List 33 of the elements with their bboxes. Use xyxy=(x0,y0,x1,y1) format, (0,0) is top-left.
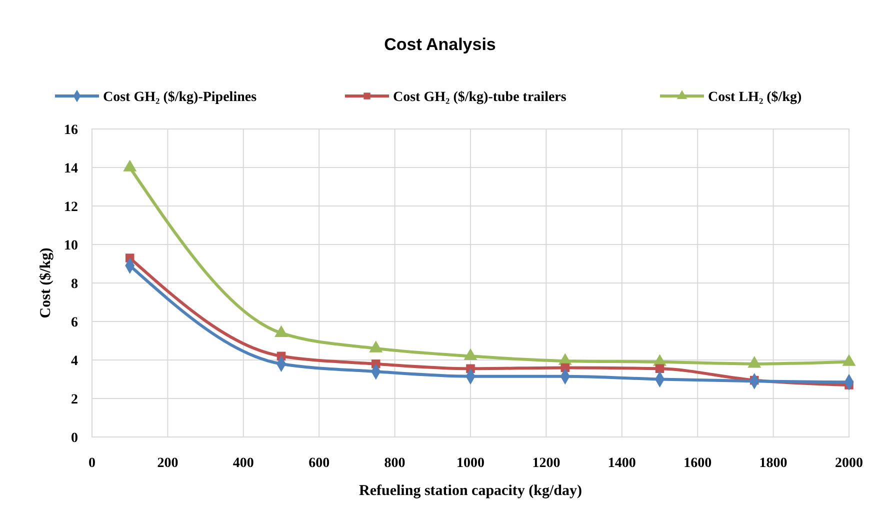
y-tick-label: 2 xyxy=(71,392,78,408)
x-tick-label: 2000 xyxy=(835,456,863,471)
x-tick-label: 800 xyxy=(384,456,406,471)
y-tick-label: 4 xyxy=(71,354,78,369)
x-tick-label: 0 xyxy=(88,456,96,471)
point xyxy=(842,354,856,366)
x-tick-label: 1000 xyxy=(456,456,484,471)
x-tick-label: 1600 xyxy=(684,456,712,471)
x-tick-label: 1800 xyxy=(759,456,788,471)
point xyxy=(274,326,288,337)
x-tick-label: 1400 xyxy=(608,456,636,471)
x-tick-label: 600 xyxy=(308,456,330,471)
point xyxy=(464,348,477,360)
y-tick-label: 8 xyxy=(71,276,78,292)
y-tick-label: 10 xyxy=(64,238,78,254)
y-tick-label: 12 xyxy=(64,200,78,215)
legend-label: Cost GH₂ ($/kg)-tube trailers xyxy=(393,90,567,105)
x-tick-label: 1200 xyxy=(532,456,560,471)
point xyxy=(748,356,761,368)
y-tick-label: 0 xyxy=(71,430,78,446)
y-axis-title: Cost ($/kg) xyxy=(38,248,54,318)
y-tick-label: 14 xyxy=(64,161,78,176)
point xyxy=(655,364,664,374)
legend-label: Cost GH₂ ($/kg)-Pipelines xyxy=(103,90,258,105)
x-tick-label: 400 xyxy=(232,456,254,471)
point xyxy=(369,341,382,352)
x-tick-label: 200 xyxy=(157,456,178,471)
chart-title: Cost Analysis xyxy=(384,35,496,54)
legend-label: Cost LH₂ ($/kg) xyxy=(708,90,802,105)
x-axis-title: Refueling station capacity (kg/day) xyxy=(359,483,582,499)
point xyxy=(123,160,136,172)
y-tick-label: 6 xyxy=(71,315,78,330)
y-tick-label: 16 xyxy=(64,122,78,138)
